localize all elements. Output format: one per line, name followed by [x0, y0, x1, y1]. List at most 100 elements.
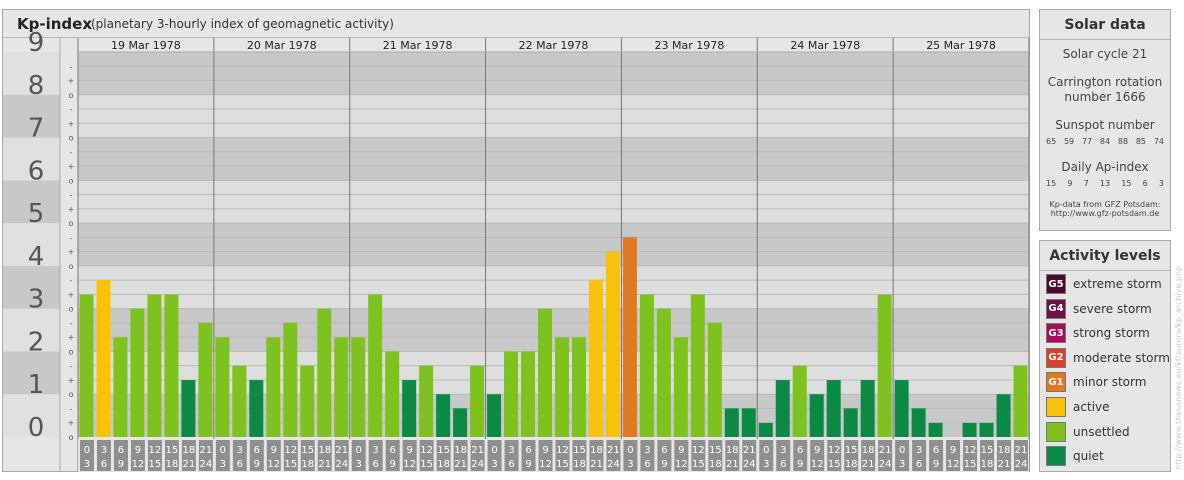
interval-cell [96, 440, 111, 471]
interval-label-start: 3 [780, 445, 786, 456]
interval-label-end: 3 [899, 459, 905, 470]
interval-label-end: 3 [356, 459, 362, 470]
plot-band [78, 94, 1029, 138]
interval-cell [929, 440, 944, 471]
chart-subtitle: (planetary 3-hourly index of geomagnetic… [91, 17, 394, 31]
level-row-unsettled: unsettled [1046, 421, 1130, 442]
sunspot-values: 65 59 77 84 88 85 74 [1040, 137, 1170, 146]
interval-label-start: 6 [933, 445, 939, 456]
interval-label-start: 3 [508, 445, 514, 456]
activity-levels-title: Activity levels [1040, 241, 1170, 271]
interval-cell [997, 440, 1012, 471]
kp-bar [656, 308, 671, 437]
interval-cell [810, 440, 825, 471]
y-label-band [3, 308, 60, 352]
kp-bar [385, 351, 400, 437]
y-minor-tick-label: - [70, 105, 73, 114]
plot-band [78, 137, 1029, 181]
interval-cell [538, 440, 553, 471]
level-swatch: G2 [1046, 347, 1066, 368]
level-label: quiet [1073, 449, 1104, 464]
y-minor-tick-label: o [69, 347, 74, 356]
interval-cell [249, 440, 264, 471]
carrington-line1: Carrington rotation [1047, 75, 1163, 89]
interval-label-end: 24 [743, 459, 756, 470]
watermark-url: http://www.theusnews.eu/kf/aurora/kp_arc… [1174, 265, 1183, 470]
ap-values: 15 9 7 13 15 6 3 [1040, 179, 1170, 188]
interval-label-end: 9 [254, 459, 260, 470]
interval-cell [725, 440, 740, 471]
interval-cell [317, 440, 332, 471]
interval-cell [147, 440, 162, 471]
kp-bar-chart: 0123456789o+-o+-o+-o+-o+-o+-o+-o+-o+-19 … [3, 28, 1030, 472]
interval-label-start: 6 [118, 445, 124, 456]
interval-cell [198, 440, 213, 471]
kp-bar [113, 337, 128, 437]
interval-cell [1014, 440, 1028, 471]
interval-cell [385, 440, 400, 471]
y-label-band [3, 351, 60, 395]
interval-label-start: 15 [981, 445, 994, 456]
y-minor-tick-label: + [68, 290, 75, 299]
kp-bar [368, 294, 383, 437]
interval-label-end: 18 [301, 459, 314, 470]
kp-bar [436, 394, 451, 437]
sunspot-value: 74 [1153, 137, 1164, 146]
kp-bar [317, 308, 332, 437]
y-label-band [3, 137, 60, 181]
interval-cell [555, 440, 570, 471]
kp-bar [504, 351, 519, 437]
interval-label-end: 3 [220, 459, 226, 470]
y-label-band [3, 265, 60, 309]
interval-label-end: 15 [556, 459, 569, 470]
interval-label-start: 18 [318, 445, 331, 456]
day-header-label: 25 Mar 1978 [926, 39, 996, 52]
kp-bar [453, 408, 468, 437]
interval-cell [402, 440, 417, 471]
day-header-label: 21 Mar 1978 [383, 39, 453, 52]
interval-label-start: 15 [709, 445, 722, 456]
sunspot-value: 59 [1063, 137, 1075, 146]
interval-cell [623, 440, 638, 471]
interval-label-start: 6 [661, 445, 667, 456]
interval-label-end: 21 [862, 459, 875, 470]
level-row-strong-storm: G3 strong storm [1046, 323, 1150, 344]
interval-cell [759, 440, 774, 471]
chart-title-bar: Kp-index (planetary 3-hourly index of ge… [3, 10, 1029, 38]
kp-bar [877, 294, 892, 437]
data-source-link[interactable]: http://www.gfz-potsdam.de [1050, 209, 1160, 218]
interval-cell [215, 440, 230, 471]
kp-bar [198, 322, 213, 437]
interval-label-start: 21 [199, 445, 212, 456]
interval-cell [640, 440, 655, 471]
carrington-line2: number 1666 [1064, 90, 1146, 104]
chart-title: Kp-index [17, 15, 92, 33]
level-row-minor-storm: G1 minor storm [1046, 372, 1146, 393]
interval-label-start: 0 [491, 445, 497, 456]
kp-bar [962, 422, 977, 437]
plot-band [78, 180, 1029, 224]
y-minor-tick-label: - [70, 319, 73, 328]
kp-bar [351, 337, 366, 437]
interval-cell [708, 440, 723, 471]
kp-bar [673, 337, 688, 437]
interval-label-start: 0 [899, 445, 905, 456]
interval-label-start: 9 [406, 445, 412, 456]
kp-bar [809, 394, 824, 437]
kp-bar [334, 337, 349, 437]
level-row-active: active [1046, 397, 1109, 417]
y-label-band [3, 52, 60, 95]
interval-label-end: 9 [797, 459, 803, 470]
interval-cell [436, 440, 451, 471]
interval-label-start: 6 [797, 445, 803, 456]
y-minor-tick-label: - [70, 191, 73, 200]
kp-bar [487, 394, 502, 437]
interval-cell [827, 440, 842, 471]
interval-label-end: 18 [437, 459, 450, 470]
interval-cell [776, 440, 791, 471]
y-tick-label: 8 [28, 71, 45, 101]
interval-label-end: 12 [403, 459, 416, 470]
interval-label-start: 18 [726, 445, 739, 456]
y-minor-tick-label: + [68, 119, 75, 128]
interval-label-start: 18 [998, 445, 1011, 456]
